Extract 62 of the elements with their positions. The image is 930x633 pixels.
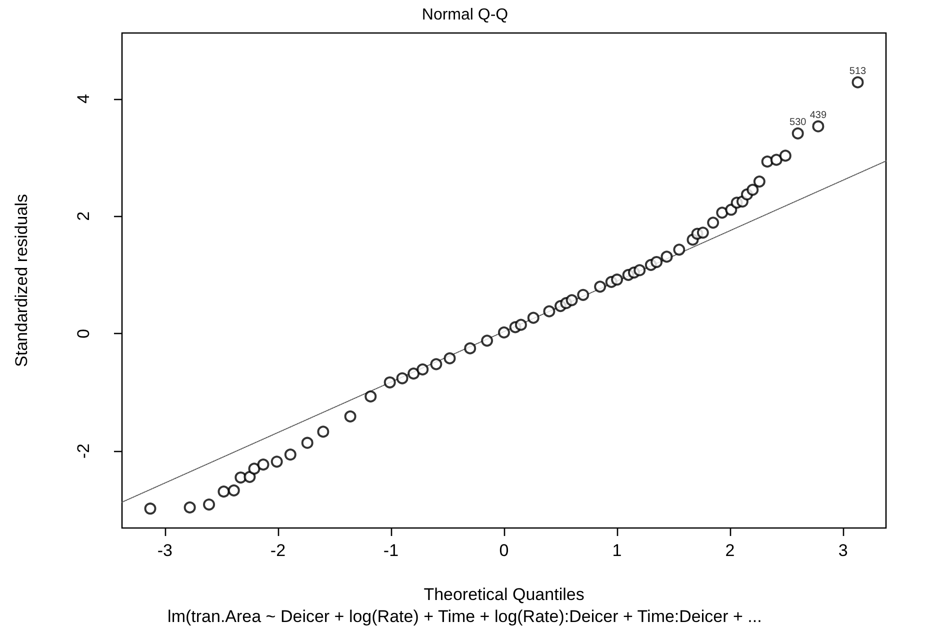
point (228, 484, 240, 496)
point (770, 154, 782, 166)
point (384, 376, 396, 388)
x-tick-label: -1 (383, 541, 399, 560)
point (270, 456, 283, 468)
point (203, 498, 216, 511)
point (650, 256, 663, 268)
point (696, 226, 709, 239)
text: lm(tran.Area ~ Deicer + log(Rate) + Time + log(Rate):Deicer + Time:Deicer + ... (168, 607, 762, 626)
point (244, 470, 256, 483)
point (218, 486, 230, 498)
y-axis-title: Standardized residuals (12, 194, 31, 367)
y-tick-label: 0 (74, 328, 93, 338)
annotation: 513 (849, 66, 867, 77)
point (611, 274, 624, 286)
point (792, 127, 804, 140)
point (408, 368, 420, 380)
point (248, 462, 260, 475)
point (566, 294, 578, 306)
x-tick-label: 1 (612, 541, 622, 560)
point (594, 280, 606, 293)
point (707, 216, 720, 229)
point (852, 76, 864, 88)
point (481, 334, 494, 347)
x-tick-label: 0 (499, 541, 509, 560)
point (753, 176, 766, 188)
point (779, 150, 792, 162)
point (416, 363, 429, 376)
annotation: 530 (790, 116, 807, 128)
point (812, 120, 824, 132)
point (364, 390, 377, 402)
y-tick-label: 4 (74, 94, 93, 104)
point (396, 372, 408, 384)
y-tick-label: -2 (74, 444, 93, 459)
point (444, 352, 456, 364)
point (660, 250, 673, 263)
point (527, 312, 540, 324)
point (634, 264, 646, 276)
x-tick-label: 3 (838, 541, 848, 560)
y-tick-label: 2 (74, 211, 93, 221)
point (543, 305, 556, 318)
point (284, 448, 296, 461)
chart-title: Normal Q-Q (422, 6, 508, 24)
point (746, 184, 759, 196)
x-axis-title: Theoretical Quantiles (424, 585, 584, 604)
point (430, 358, 442, 370)
point (716, 206, 728, 219)
point (184, 501, 196, 514)
point (144, 502, 156, 515)
point (514, 318, 527, 331)
point (317, 426, 330, 438)
point (464, 342, 476, 354)
x-tick-label: 2 (725, 541, 735, 560)
x-tick-label: -2 (270, 541, 286, 560)
point (301, 436, 314, 449)
point (257, 458, 270, 471)
point (577, 288, 590, 301)
point (498, 326, 510, 338)
annotation: 439 (810, 110, 827, 121)
point (344, 410, 356, 422)
x-tick-label: -3 (157, 541, 173, 560)
point (673, 244, 686, 256)
